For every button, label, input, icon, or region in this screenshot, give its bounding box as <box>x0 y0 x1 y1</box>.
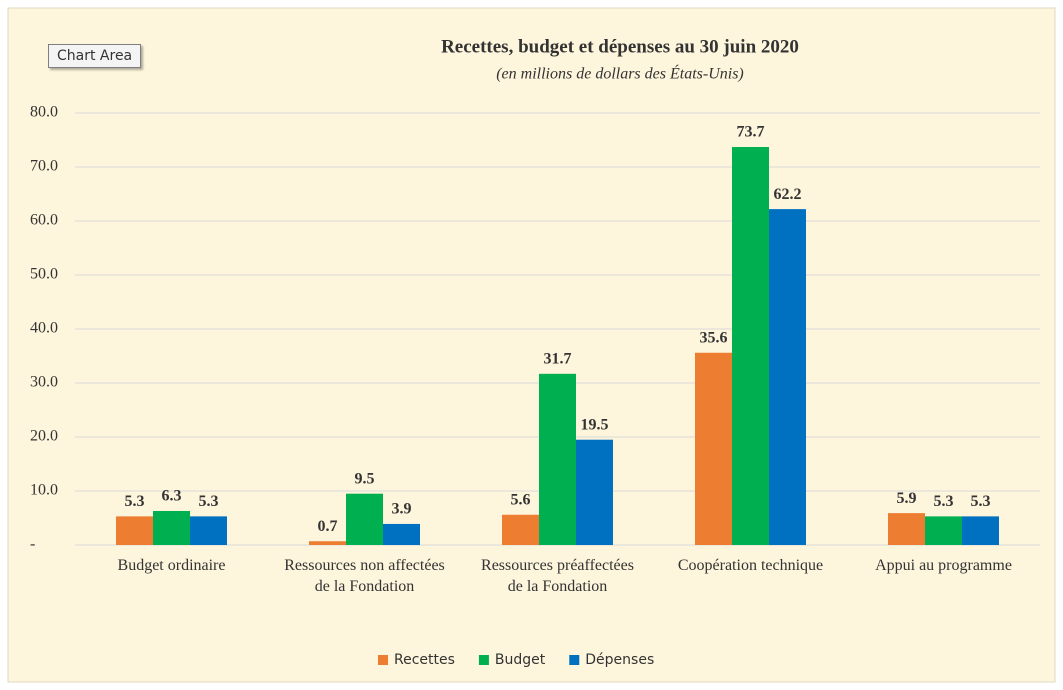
bar <box>383 523 420 545</box>
bar <box>346 493 383 545</box>
data-label: 5.9 <box>897 490 917 507</box>
bar <box>153 510 190 545</box>
bar <box>116 516 153 545</box>
bar <box>962 516 999 545</box>
y-tick-label: 20.0 <box>30 428 58 445</box>
legend-label: Budget <box>495 652 546 668</box>
legend-swatch <box>569 655 580 665</box>
y-tick-label: 60.0 <box>30 212 58 229</box>
bar <box>576 439 613 545</box>
bar <box>925 516 962 545</box>
data-label: 31.7 <box>544 350 572 367</box>
legend-label: Dépenses <box>585 652 654 668</box>
data-label: 5.6 <box>511 491 531 508</box>
x-tick-label: Coopération technique <box>677 557 824 574</box>
bar <box>695 352 732 545</box>
x-tick-label: Ressources non affectées de la Fondation <box>284 557 445 595</box>
legend-swatch <box>378 655 388 665</box>
data-label: 0.7 <box>318 518 338 535</box>
data-label: 5.3 <box>199 493 219 510</box>
data-label: 35.6 <box>700 329 728 346</box>
chart-title: Recettes, budget et dépenses au 30 juin … <box>441 36 799 57</box>
legend-label: Recettes <box>394 652 455 668</box>
legend-swatch <box>478 655 489 665</box>
bar <box>539 373 576 545</box>
chart-area-tooltip: Chart Area <box>48 44 142 68</box>
bar <box>502 514 539 545</box>
y-tick-label: - <box>30 536 35 553</box>
data-label: 5.3 <box>934 493 954 510</box>
y-tick-label: 40.0 <box>30 320 58 337</box>
x-tick-label: Appui au programme <box>875 557 1012 574</box>
y-tick-label: 80.0 <box>30 104 58 121</box>
chart-subtitle: (en millions de dollars des États-Unis) <box>496 64 744 83</box>
bar <box>888 513 925 545</box>
bar <box>732 147 769 545</box>
bar <box>309 541 346 545</box>
y-tick-label: 10.0 <box>30 482 58 499</box>
y-tick-label: 50.0 <box>30 266 58 283</box>
chart-area <box>7 7 1056 683</box>
data-label: 62.2 <box>774 186 802 203</box>
data-label: 19.5 <box>581 416 609 433</box>
data-label: 5.3 <box>125 493 145 510</box>
data-label: 3.9 <box>392 501 412 518</box>
data-label: 5.3 <box>971 493 991 510</box>
bar <box>190 516 227 545</box>
data-label: 73.7 <box>737 124 765 141</box>
x-tick-label: Budget ordinaire <box>117 557 226 574</box>
y-tick-label: 70.0 <box>30 158 58 175</box>
data-label: 9.5 <box>355 470 375 487</box>
x-tick-label: Ressources préaffectées de la Fondation <box>481 557 634 595</box>
y-tick-label: 30.0 <box>30 374 58 391</box>
bar <box>769 209 806 545</box>
data-label: 6.3 <box>162 488 182 505</box>
